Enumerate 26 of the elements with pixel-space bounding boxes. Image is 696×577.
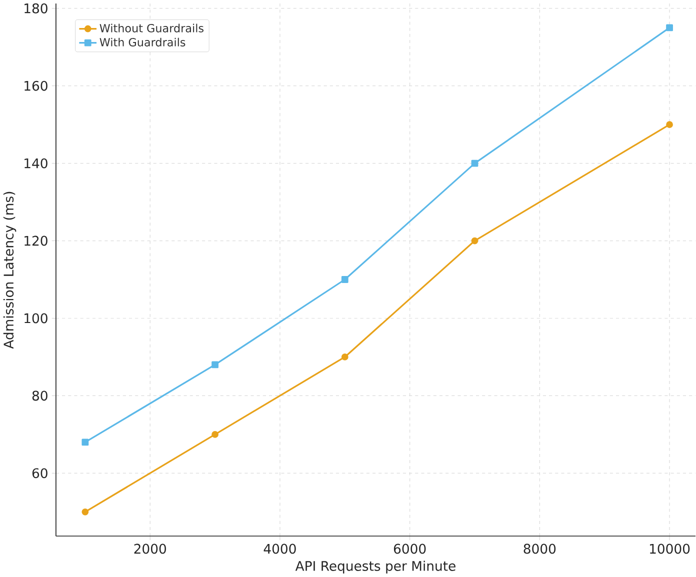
y-axis-title: Admission Latency (ms) xyxy=(3,192,16,349)
legend-label: Without Guardrails xyxy=(100,24,204,32)
y-tick-label: 80 xyxy=(32,390,48,401)
x-tick-label: 8000 xyxy=(524,544,556,554)
y-tick-label: 60 xyxy=(32,468,48,478)
y-tick-label: 120 xyxy=(24,236,48,246)
y-tick-label: 160 xyxy=(24,80,48,91)
point xyxy=(341,276,348,284)
point xyxy=(666,121,673,128)
point xyxy=(471,237,478,244)
point xyxy=(471,160,478,167)
point xyxy=(82,508,89,516)
point xyxy=(82,438,89,446)
x-tick-label: 6000 xyxy=(394,544,426,554)
x-tick-label: 2000 xyxy=(134,544,166,554)
legend-label: With Guardrails xyxy=(100,38,186,47)
x-tick-label: 10000 xyxy=(650,544,690,554)
point xyxy=(212,431,218,438)
y-tick-label: 180 xyxy=(24,3,48,14)
point xyxy=(666,24,673,32)
y-tick-label: 100 xyxy=(24,313,48,324)
point xyxy=(212,361,218,368)
x-axis-title: API Requests per Minute xyxy=(295,560,456,574)
point xyxy=(341,354,348,360)
x-tick-label: 4000 xyxy=(264,544,296,554)
y-tick-label: 140 xyxy=(24,158,48,168)
